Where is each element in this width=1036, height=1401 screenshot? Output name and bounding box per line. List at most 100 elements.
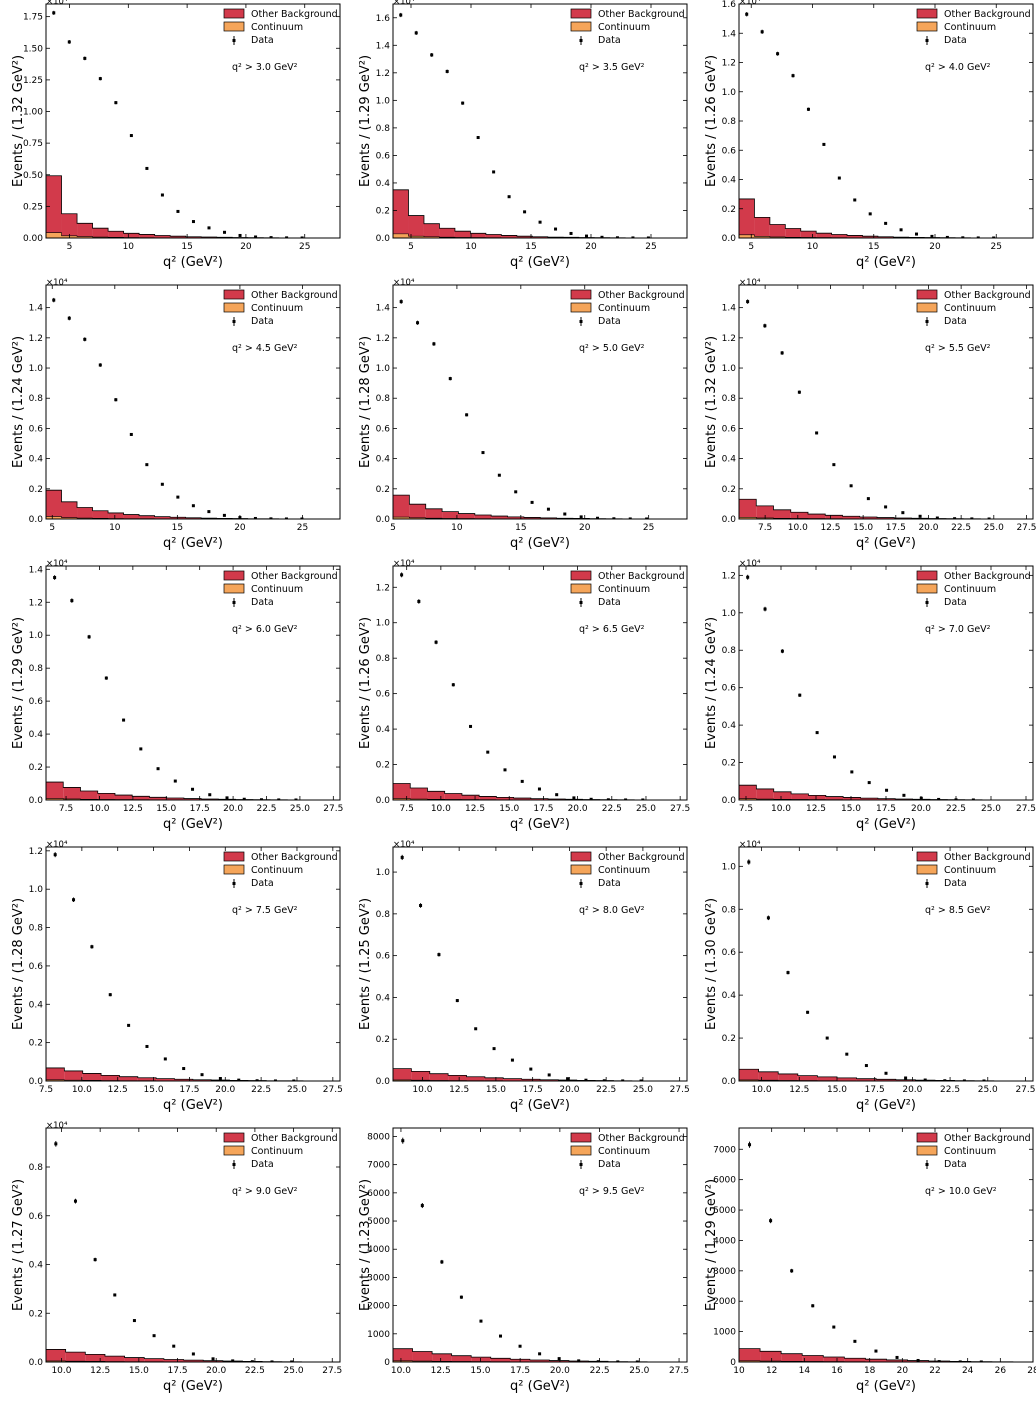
y-tick-label: 1.6: [722, 0, 737, 10]
data-point: [766, 916, 770, 920]
data-point: [930, 234, 934, 238]
data-point: [182, 1067, 186, 1071]
other-background-bar: [877, 798, 896, 800]
data-point: [200, 1073, 204, 1077]
other-background-bar: [773, 509, 791, 519]
other-background-bar: [92, 228, 109, 238]
data-point: [98, 363, 102, 367]
other-background-bar: [65, 1352, 86, 1362]
x-tick-label: 10.0: [788, 523, 808, 533]
data-point: [958, 1360, 962, 1362]
x-tick-label: 25: [297, 523, 308, 533]
data-point: [514, 490, 518, 494]
x-tick-label: 7.5: [739, 804, 753, 814]
data-point: [90, 945, 94, 949]
data-point: [612, 517, 616, 519]
x-tick-label: 15.0: [853, 523, 873, 533]
other-background-bar: [408, 215, 424, 237]
other-background-bar: [479, 796, 497, 800]
y-tick-label: 0.4: [376, 455, 391, 465]
other-background-bar: [470, 233, 486, 238]
histogram-svg: 0.0 0.2 0.4 0.6 0.8 1.0 1.2 7.5 10.0 12.5 15.0 17.5…: [358, 559, 690, 832]
continuum-bar: [769, 236, 786, 238]
x-tick-label: 15.0: [129, 1366, 149, 1376]
data-point: [499, 1334, 503, 1338]
other-background-bar: [144, 1358, 164, 1362]
legend-marker-data: [232, 320, 236, 323]
y-tick-label: 0.8: [722, 905, 737, 915]
data-point: [270, 1360, 274, 1362]
y-tick-label: 0.6: [29, 697, 44, 707]
continuum-bar: [46, 798, 64, 800]
y-exponent-label: ×10⁴: [46, 840, 68, 850]
y-exponent-label: ×10⁴: [739, 840, 761, 850]
y-tick-label: 0.2: [29, 1309, 43, 1319]
data-point: [163, 1057, 167, 1061]
y-tick-label: 0.8: [722, 646, 737, 656]
other-background-bar: [101, 1075, 120, 1081]
data-point: [145, 463, 149, 467]
y-tick-label: 0.0: [29, 1358, 44, 1368]
other-background-bar: [124, 1357, 145, 1362]
y-tick-label: 3000: [367, 1273, 390, 1283]
y-tick-label: 0.00: [23, 234, 43, 244]
y-tick-label: 0.8: [376, 124, 391, 134]
plot-frame: [738, 284, 1034, 520]
legend-marker-data: [925, 1163, 929, 1166]
x-tick-label: 25: [645, 242, 656, 252]
y-tick-label: 0.0: [29, 796, 44, 806]
data-point: [465, 413, 469, 417]
other-background-bar: [549, 1360, 569, 1362]
data-point: [145, 166, 149, 170]
legend-label-other-background: Other Background: [251, 290, 338, 301]
y-tick-label: 0.4: [376, 179, 391, 189]
data-point: [191, 787, 195, 791]
x-tick-label: 17.5: [865, 1085, 885, 1095]
x-tick-label: 10.0: [412, 1085, 432, 1095]
other-background-bar: [739, 785, 757, 799]
x-tick-label: 12.5: [789, 1085, 809, 1095]
histogram-svg: 0.0 0.2 0.4 0.6 0.8 1.0 1.2 1.4 5 10 15 20 25 ×10⁴ q² …: [11, 278, 341, 551]
x-tick-label: 15.0: [144, 1085, 164, 1095]
continuum-bar: [393, 517, 410, 519]
other-background-bar: [170, 517, 186, 519]
data-point: [53, 853, 57, 857]
plot-frame: [45, 565, 341, 801]
data-point: [895, 1355, 899, 1359]
data-point: [510, 1058, 514, 1062]
plot-frame: [392, 3, 688, 239]
plot-frame: [738, 1127, 1034, 1363]
data-point: [563, 512, 567, 516]
x-tick-label: 17.5: [168, 1366, 188, 1376]
data-point: [54, 1142, 58, 1146]
other-background-bar: [739, 499, 757, 518]
x-tick-label: 28: [1027, 1366, 1036, 1376]
q2-cut-label: q² > 7.0 GeV²: [925, 624, 991, 635]
other-background-bar: [831, 234, 848, 238]
x-tick-label: 5: [408, 242, 414, 252]
x-tick-label: 14: [799, 1366, 811, 1376]
legend-marker-data: [579, 320, 583, 323]
data-point: [459, 1295, 463, 1299]
other-background-bar: [523, 517, 541, 519]
data-point: [763, 324, 767, 328]
legend-swatch-other-background: [570, 8, 592, 19]
y-tick-label: 0.4: [722, 721, 737, 731]
histogram-svg: 0.0 0.2 0.4 0.6 0.8 1.0 1.2 1.4 7.5 10.0 12.5 15.0 1…: [704, 278, 1036, 551]
data-point: [503, 768, 507, 772]
x-tick-label: 7.5: [400, 804, 414, 814]
x-tick-label: 17.5: [886, 523, 906, 533]
data-point: [218, 1077, 222, 1081]
data-point: [798, 693, 802, 697]
x-tick-label: 17.5: [179, 1085, 199, 1095]
y-tick-label: 0.6: [29, 424, 44, 434]
legend-label-data: Data: [251, 316, 274, 327]
legend-swatch-other-background: [223, 570, 245, 581]
plot-area: [739, 1141, 1033, 1362]
data-point: [832, 755, 836, 759]
x-tick-label: 15: [525, 242, 536, 252]
histogram-svg: 0 1000 2000 3000 4000 5000 6000 7000 10 12 14 16 18 2…: [704, 1127, 1036, 1394]
data-point: [83, 337, 87, 341]
data-point: [152, 1334, 156, 1338]
other-background-bar: [461, 795, 480, 800]
